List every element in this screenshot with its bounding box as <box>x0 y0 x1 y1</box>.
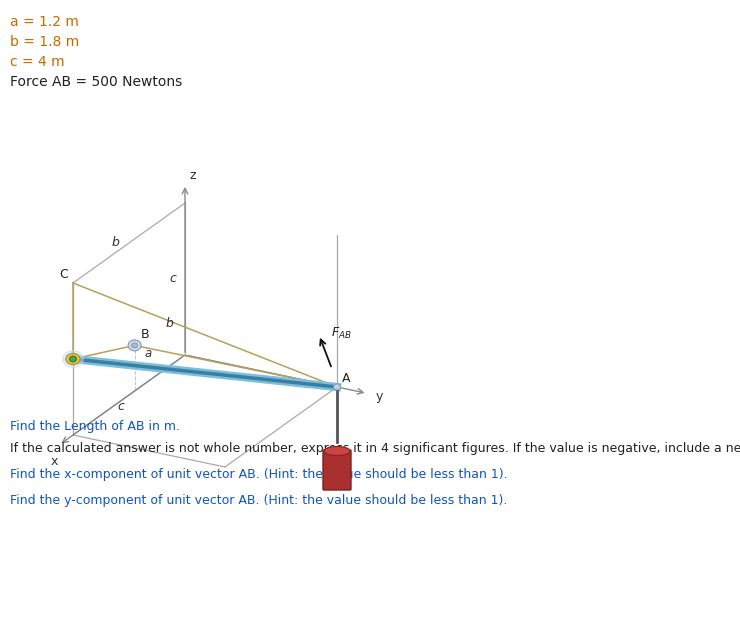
FancyBboxPatch shape <box>323 450 351 490</box>
Text: Find the Length of AB in m.: Find the Length of AB in m. <box>10 420 180 433</box>
Text: z: z <box>189 169 195 182</box>
Text: Force AB = 500 Newtons: Force AB = 500 Newtons <box>10 75 182 89</box>
Text: c = 4 m: c = 4 m <box>10 55 64 69</box>
Text: y: y <box>375 390 383 403</box>
Text: Find the x-component of unit vector AB. (Hint: the value should be less than 1).: Find the x-component of unit vector AB. … <box>10 468 508 481</box>
Text: Find the y-component of unit vector AB. (Hint: the value should be less than 1).: Find the y-component of unit vector AB. … <box>10 494 508 507</box>
Text: b: b <box>166 317 174 330</box>
Ellipse shape <box>70 356 76 362</box>
Text: b: b <box>112 237 119 249</box>
Ellipse shape <box>128 340 141 351</box>
Ellipse shape <box>66 354 80 364</box>
Text: x: x <box>50 455 58 468</box>
Text: a: a <box>145 347 152 360</box>
Text: B: B <box>141 328 149 342</box>
Text: c: c <box>169 272 176 286</box>
Text: C: C <box>59 268 68 281</box>
Ellipse shape <box>334 384 340 390</box>
Text: $F_{AB}$: $F_{AB}$ <box>331 326 352 340</box>
Text: c: c <box>118 401 124 413</box>
Ellipse shape <box>62 350 84 368</box>
Ellipse shape <box>132 343 138 348</box>
Text: b = 1.8 m: b = 1.8 m <box>10 35 79 49</box>
Text: A: A <box>342 372 351 385</box>
Text: If the calculated answer is not whole number, express it in 4 significant figure: If the calculated answer is not whole nu… <box>10 442 740 455</box>
Text: a = 1.2 m: a = 1.2 m <box>10 15 79 29</box>
Ellipse shape <box>324 446 350 455</box>
